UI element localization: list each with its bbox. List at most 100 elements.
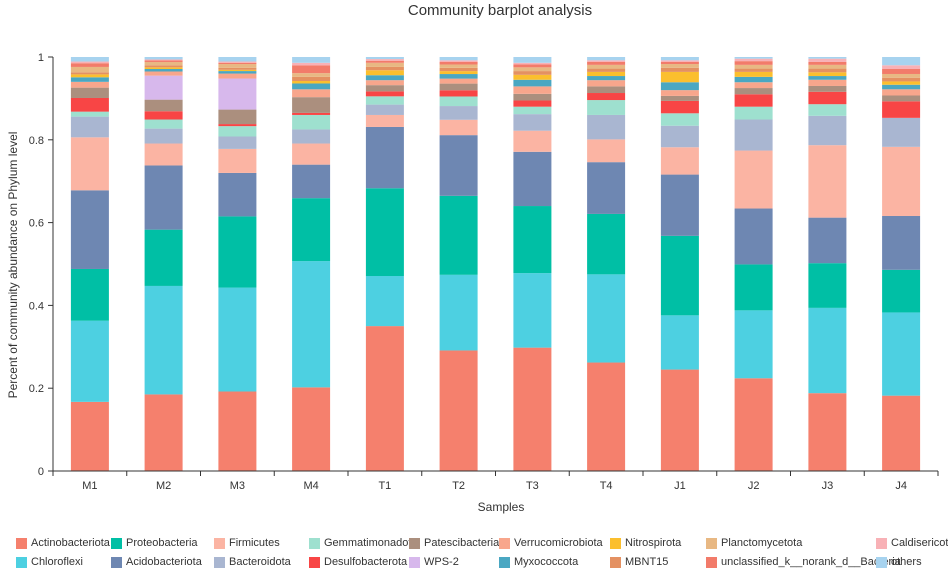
bar-segment-J3-17 xyxy=(808,57,847,59)
bar-segment-T2-15 xyxy=(439,61,478,65)
bar-segment-M1-15 xyxy=(70,63,109,67)
legend-item[interactable]: Nitrospirota xyxy=(610,536,681,550)
bar-segment-J4-3 xyxy=(882,215,921,270)
bar-segment-M3-7 xyxy=(218,124,257,127)
bar-segment-M2-7 xyxy=(144,111,183,120)
legend-item[interactable]: Acidobacteriota xyxy=(111,555,202,569)
bar-segment-T1-8 xyxy=(365,85,404,92)
bar-segment-T2-8 xyxy=(439,83,478,91)
bar-segment-T2-12 xyxy=(439,71,478,75)
bar-segment-M4-2 xyxy=(292,198,331,262)
bar-segment-M1-5 xyxy=(70,116,109,138)
legend-item[interactable]: Verrucomicrobiota xyxy=(499,536,603,550)
chart-title: Community barplot analysis xyxy=(408,2,592,19)
bar-segment-M4-10 xyxy=(292,89,331,98)
bar-segment-J4-0 xyxy=(882,395,921,471)
bar-segment-M3-3 xyxy=(218,172,257,217)
bar-segment-J1-6 xyxy=(660,113,699,126)
bar-segment-M4-0 xyxy=(292,387,331,471)
bar-segment-T4-14 xyxy=(587,64,626,69)
legend-item[interactable]: Actinobacteriota xyxy=(16,536,110,550)
bar-segment-T4-2 xyxy=(587,213,626,275)
x-tick-label-J1: J1 xyxy=(674,480,686,492)
bar-segment-M2-2 xyxy=(144,229,183,286)
legend-item[interactable]: unclassified_k__norank_d__Bacteria xyxy=(706,555,901,569)
legend-item[interactable]: Caldisericota xyxy=(876,536,948,550)
legend-item[interactable]: Myxococcota xyxy=(499,555,578,569)
x-tick-label-M2: M2 xyxy=(156,480,171,492)
bar-segment-J2-10 xyxy=(734,82,773,89)
bar-segment-T4-8 xyxy=(587,86,626,94)
bar-segment-M4-3 xyxy=(292,164,331,199)
bar-segment-J1-4 xyxy=(660,147,699,175)
bar-segment-M3-6 xyxy=(218,126,257,137)
y-tick-label: 0 xyxy=(38,466,44,478)
bar-segment-J4-5 xyxy=(882,117,921,147)
legend-label: Proteobacteria xyxy=(126,537,198,549)
bar-segment-M2-3 xyxy=(144,165,183,230)
bar-segment-M4-7 xyxy=(292,112,331,115)
bar-segment-T1-10 xyxy=(365,80,404,86)
legend-item[interactable]: Gemmatimonadot xyxy=(309,536,411,550)
legend-item[interactable]: others xyxy=(876,555,922,569)
bars-group xyxy=(70,57,921,471)
bar-segment-M3-16 xyxy=(218,61,257,63)
legend-swatch xyxy=(309,556,320,568)
bar-segment-J3-1 xyxy=(808,307,847,394)
chart-legend: Actinobacteriota Proteobacteria Firmicutes… xyxy=(16,536,948,572)
bar-segment-T2-17 xyxy=(439,57,478,61)
legend-item[interactable]: Chloroflexi xyxy=(16,555,83,569)
bar-segment-J4-14 xyxy=(882,73,921,78)
bar-segment-J4-1 xyxy=(882,312,921,396)
bar-segment-M3-12 xyxy=(218,69,257,72)
bar-segment-T4-11 xyxy=(587,76,626,81)
bar-segment-T3-5 xyxy=(513,114,552,131)
bar-segment-J2-1 xyxy=(734,310,773,379)
legend-item[interactable]: Proteobacteria xyxy=(111,536,198,550)
legend-label: unclassified_k__norank_d__Bacteria xyxy=(721,556,901,568)
legend-item[interactable]: MBNT15 xyxy=(610,555,668,569)
bar-segment-M4-11 xyxy=(292,83,331,90)
bar-segment-M3-14 xyxy=(218,64,257,68)
bar-segment-M3-9 xyxy=(218,78,257,110)
legend-item[interactable]: Desulfobacterota xyxy=(309,555,407,569)
bar-segment-T1-2 xyxy=(365,188,404,277)
bar-segment-T1-13 xyxy=(365,66,404,71)
bar-segment-M4-1 xyxy=(292,261,331,388)
bar-segment-M1-2 xyxy=(70,268,109,321)
bar-segment-M4-8 xyxy=(292,97,331,113)
legend-swatch xyxy=(309,537,320,549)
legend-item[interactable]: WPS-2 xyxy=(409,555,459,569)
bar-segment-J1-16 xyxy=(660,60,699,62)
bar-segment-J1-1 xyxy=(660,315,699,370)
legend-swatch xyxy=(876,556,887,568)
bar-segment-T3-17 xyxy=(513,57,552,63)
bar-segment-J4-17 xyxy=(882,57,921,66)
bar-segment-M3-13 xyxy=(218,67,257,70)
legend-item[interactable]: Bacteroidota xyxy=(214,555,291,569)
bar-segment-T3-10 xyxy=(513,86,552,94)
legend-item[interactable]: Firmicutes xyxy=(214,536,280,550)
legend-label: Verrucomicrobiota xyxy=(514,537,603,549)
bar-segment-T1-6 xyxy=(365,96,404,105)
bar-segment-M2-9 xyxy=(144,75,183,100)
bar-segment-T3-1 xyxy=(513,273,552,348)
bar-segment-J2-8 xyxy=(734,88,773,95)
bar-segment-J2-17 xyxy=(734,57,773,59)
bar-segment-M4-4 xyxy=(292,143,331,165)
y-axis-label: Percent of community abundance on Phylum… xyxy=(6,132,20,399)
bar-segment-J4-10 xyxy=(882,89,921,96)
legend-swatch xyxy=(111,556,122,568)
bar-segment-J2-13 xyxy=(734,68,773,72)
bar-segment-T3-3 xyxy=(513,151,552,207)
bar-segment-J2-16 xyxy=(734,58,773,62)
bar-segment-J2-4 xyxy=(734,150,773,209)
bar-segment-J1-10 xyxy=(660,90,699,96)
bar-segment-J3-11 xyxy=(808,76,847,80)
bar-segment-M1-16 xyxy=(70,61,109,64)
x-tick-label-M4: M4 xyxy=(303,480,318,492)
x-tick-label-T2: T2 xyxy=(452,480,465,492)
legend-item[interactable]: Planctomycetota xyxy=(706,536,802,550)
legend-item[interactable]: Patescibacteria xyxy=(409,536,499,550)
bar-segment-T2-16 xyxy=(439,60,478,62)
